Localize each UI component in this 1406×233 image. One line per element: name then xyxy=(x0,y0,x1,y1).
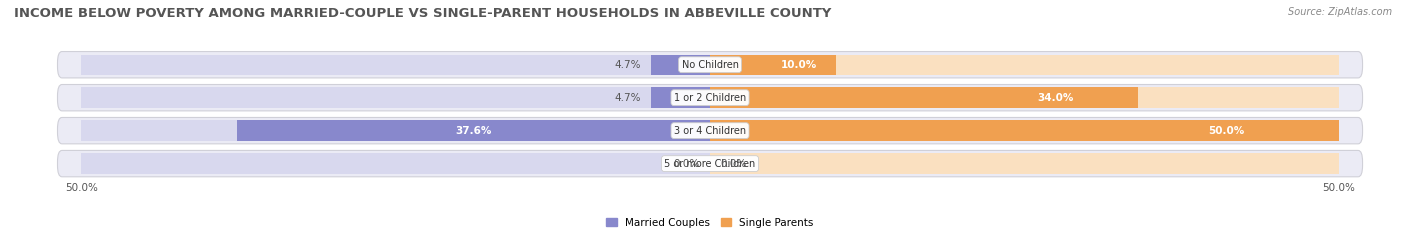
Text: 10.0%: 10.0% xyxy=(780,60,817,70)
Text: INCOME BELOW POVERTY AMONG MARRIED-COUPLE VS SINGLE-PARENT HOUSEHOLDS IN ABBEVIL: INCOME BELOW POVERTY AMONG MARRIED-COUPL… xyxy=(14,7,831,20)
FancyBboxPatch shape xyxy=(58,51,1362,78)
Bar xyxy=(710,55,835,75)
Text: No Children: No Children xyxy=(682,60,738,70)
Bar xyxy=(710,55,1339,75)
Bar xyxy=(710,87,1137,108)
Text: 4.7%: 4.7% xyxy=(614,60,641,70)
Text: 50.0%: 50.0% xyxy=(1208,126,1244,136)
Text: Source: ZipAtlas.com: Source: ZipAtlas.com xyxy=(1288,7,1392,17)
Text: 3 or 4 Children: 3 or 4 Children xyxy=(673,126,747,136)
Bar xyxy=(651,55,710,75)
FancyBboxPatch shape xyxy=(58,85,1362,111)
Text: 5 or more Children: 5 or more Children xyxy=(665,159,755,169)
FancyBboxPatch shape xyxy=(58,151,1362,177)
Bar xyxy=(82,153,710,174)
Text: 34.0%: 34.0% xyxy=(1038,93,1073,103)
Bar xyxy=(710,120,1339,141)
FancyBboxPatch shape xyxy=(58,117,1362,144)
Text: 1 or 2 Children: 1 or 2 Children xyxy=(673,93,747,103)
Bar xyxy=(82,55,710,75)
Bar xyxy=(710,120,1339,141)
Bar xyxy=(82,87,710,108)
Bar xyxy=(710,153,1339,174)
Bar xyxy=(710,87,1339,108)
Bar xyxy=(651,87,710,108)
Legend: Married Couples, Single Parents: Married Couples, Single Parents xyxy=(606,218,814,228)
Text: 0.0%: 0.0% xyxy=(720,159,747,169)
Bar xyxy=(82,120,710,141)
Bar xyxy=(238,120,710,141)
Text: 0.0%: 0.0% xyxy=(673,159,700,169)
Text: 4.7%: 4.7% xyxy=(614,93,641,103)
Text: 37.6%: 37.6% xyxy=(456,126,492,136)
